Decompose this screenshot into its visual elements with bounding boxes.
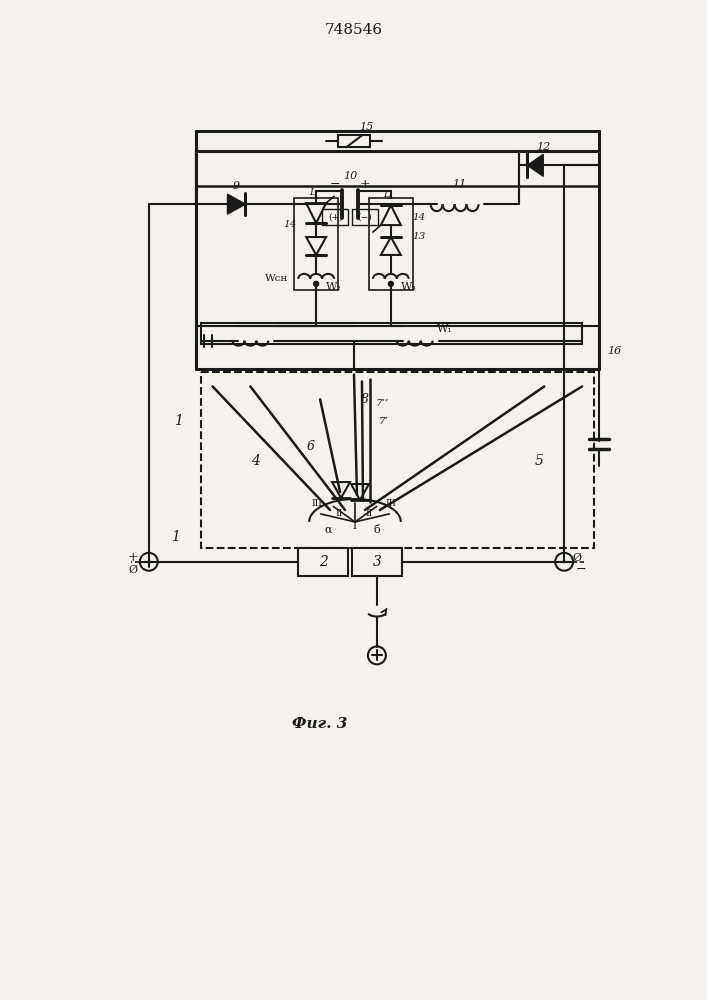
Text: W₃: W₃ <box>401 282 416 292</box>
Text: 6: 6 <box>306 440 314 453</box>
Text: 13: 13 <box>412 232 426 241</box>
Text: 1: 1 <box>174 414 183 428</box>
Polygon shape <box>228 194 245 214</box>
Text: Wсн: Wсн <box>264 274 288 283</box>
Text: 4: 4 <box>251 454 260 468</box>
Text: 8: 8 <box>361 393 369 406</box>
Text: 12: 12 <box>536 142 550 152</box>
Text: 15: 15 <box>359 122 373 132</box>
Text: W₂: W₂ <box>326 282 342 292</box>
Bar <box>322 209 348 225</box>
Text: Ø: Ø <box>128 565 137 575</box>
Text: 14: 14 <box>412 213 426 222</box>
Text: Фиг. 3: Фиг. 3 <box>293 717 348 731</box>
Text: 3: 3 <box>373 555 381 569</box>
Text: 7’: 7’ <box>379 417 389 426</box>
Text: б: б <box>373 525 380 535</box>
Polygon shape <box>527 154 543 176</box>
Text: W₁: W₁ <box>437 324 452 334</box>
Bar <box>369 198 413 290</box>
Text: Ø: Ø <box>573 553 582 563</box>
Text: L: L <box>309 188 315 197</box>
Circle shape <box>388 281 393 286</box>
Text: −: − <box>330 178 340 191</box>
Text: 9: 9 <box>233 181 240 191</box>
Bar <box>338 135 370 147</box>
Text: III: III <box>385 499 397 508</box>
Text: 2: 2 <box>319 555 327 569</box>
Text: 11: 11 <box>452 179 467 189</box>
Text: II: II <box>335 509 343 518</box>
Text: (+): (+) <box>328 213 342 222</box>
Bar <box>294 198 338 290</box>
Text: I: I <box>353 522 357 531</box>
Text: +: + <box>127 551 138 564</box>
Text: +: + <box>360 178 370 191</box>
Text: 1: 1 <box>171 530 180 544</box>
Bar <box>201 323 582 344</box>
Bar <box>352 209 378 225</box>
Text: 7’’: 7’’ <box>375 399 388 408</box>
Text: 14: 14 <box>284 220 297 229</box>
Text: II: II <box>366 509 373 518</box>
Circle shape <box>314 281 319 286</box>
Text: (−): (−) <box>358 213 373 222</box>
Bar <box>352 548 402 576</box>
Text: III: III <box>312 499 322 508</box>
Text: 16: 16 <box>607 346 621 356</box>
Text: 5: 5 <box>534 454 544 468</box>
Text: L: L <box>384 190 390 199</box>
Bar <box>298 548 348 576</box>
Text: −: − <box>576 563 586 576</box>
Text: 748546: 748546 <box>325 23 383 37</box>
Text: 10: 10 <box>343 171 357 181</box>
Text: α: α <box>325 525 332 535</box>
Bar <box>201 372 594 548</box>
